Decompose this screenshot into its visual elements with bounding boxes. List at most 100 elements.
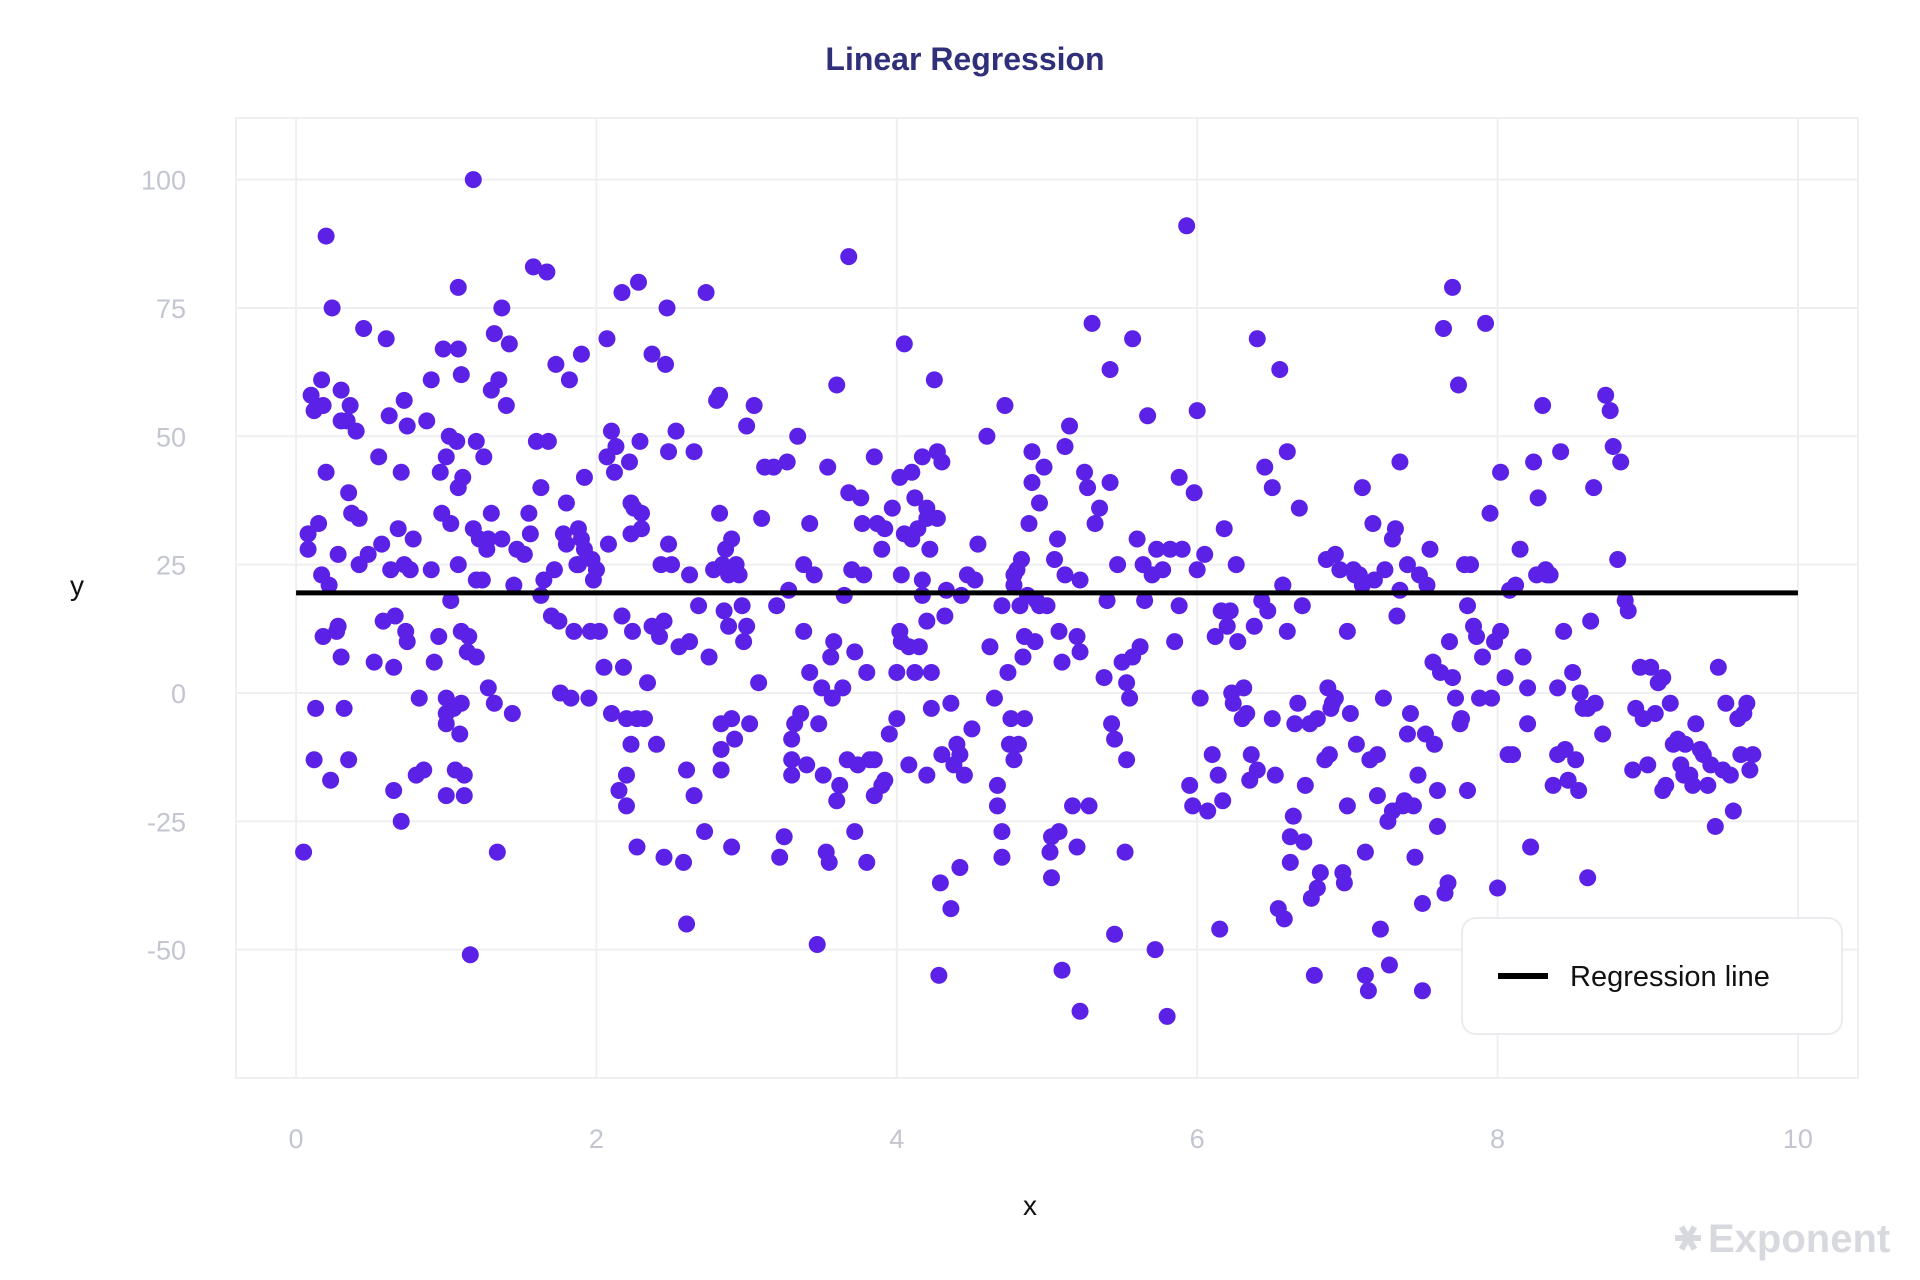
data-point	[690, 597, 708, 615]
data-point	[906, 663, 924, 681]
data-point	[1118, 751, 1136, 769]
data-point	[1398, 556, 1416, 574]
data-point	[622, 735, 640, 753]
data-point	[1068, 838, 1086, 856]
data-point	[678, 761, 696, 779]
y-tick-label: 25	[156, 551, 186, 581]
data-point	[1459, 597, 1477, 615]
data-point	[1295, 833, 1313, 851]
data-point	[955, 766, 973, 784]
data-point	[527, 432, 545, 450]
data-point	[913, 586, 931, 604]
data-point	[936, 607, 954, 625]
data-point	[1284, 807, 1302, 825]
data-point	[547, 355, 565, 373]
data-point	[493, 530, 511, 548]
data-point	[801, 515, 819, 533]
data-point	[1014, 648, 1032, 666]
data-point	[1684, 776, 1702, 794]
data-point	[951, 746, 969, 764]
data-point	[771, 848, 789, 866]
data-point	[1275, 910, 1293, 928]
data-point	[1103, 715, 1121, 733]
data-point	[1305, 966, 1323, 984]
data-point	[765, 458, 783, 476]
data-point	[401, 561, 419, 579]
data-point	[1732, 746, 1750, 764]
data-point	[1582, 612, 1600, 630]
data-point	[1398, 725, 1416, 743]
data-point	[1368, 787, 1386, 805]
asterisk-icon	[1675, 1225, 1701, 1251]
data-point	[1118, 674, 1136, 692]
data-point	[792, 705, 810, 723]
data-point	[1009, 735, 1027, 753]
data-point	[631, 432, 649, 450]
data-point	[418, 412, 436, 430]
data-point	[1717, 694, 1735, 712]
data-point	[918, 766, 936, 784]
data-point	[1095, 669, 1113, 687]
data-point	[1413, 894, 1431, 912]
data-point	[883, 499, 901, 517]
data-point	[1555, 622, 1573, 640]
data-point	[610, 782, 628, 800]
data-point	[855, 566, 873, 584]
data-point	[317, 227, 335, 245]
data-point	[1511, 540, 1529, 558]
data-point	[655, 848, 673, 866]
data-point	[783, 730, 801, 748]
data-point	[464, 171, 482, 189]
data-point	[1079, 479, 1097, 497]
y-tick-label: 0	[171, 679, 186, 709]
data-point	[738, 417, 756, 435]
data-point	[602, 705, 620, 723]
data-point	[675, 853, 693, 871]
data-point	[1121, 689, 1139, 707]
data-point	[1741, 761, 1759, 779]
data-point	[1534, 396, 1552, 414]
data-point	[685, 443, 703, 461]
data-point	[712, 740, 730, 758]
data-point	[1356, 843, 1374, 861]
data-point	[697, 284, 715, 302]
data-point	[377, 330, 395, 348]
data-point	[819, 458, 837, 476]
data-point	[880, 725, 898, 743]
data-point	[398, 417, 416, 435]
data-point	[750, 674, 768, 692]
data-point	[500, 335, 518, 353]
data-point	[1056, 438, 1074, 456]
data-point	[1401, 705, 1419, 723]
data-point	[479, 679, 497, 697]
data-point	[1076, 463, 1094, 481]
data-point	[999, 663, 1017, 681]
data-point	[985, 689, 1003, 707]
x-tick-label: 2	[589, 1124, 604, 1154]
data-point	[1594, 725, 1612, 743]
data-point	[658, 299, 676, 317]
data-point	[775, 828, 793, 846]
data-point	[299, 540, 317, 558]
data-point	[892, 566, 910, 584]
data-point	[1391, 453, 1409, 471]
y-tick-label: -50	[147, 936, 186, 966]
data-point	[723, 710, 741, 728]
data-point	[1005, 751, 1023, 769]
data-point	[895, 335, 913, 353]
data-point	[1071, 643, 1089, 661]
data-point	[852, 489, 870, 507]
data-point	[1061, 417, 1079, 435]
data-point	[1278, 443, 1296, 461]
legend-label: Regression line	[1570, 961, 1770, 993]
data-point	[1116, 843, 1134, 861]
data-point	[813, 679, 831, 697]
data-point	[422, 561, 440, 579]
data-point	[1519, 679, 1537, 697]
data-point	[347, 422, 365, 440]
data-point	[1083, 314, 1101, 332]
data-point	[825, 633, 843, 651]
data-point	[1131, 638, 1149, 656]
data-point	[778, 453, 796, 471]
